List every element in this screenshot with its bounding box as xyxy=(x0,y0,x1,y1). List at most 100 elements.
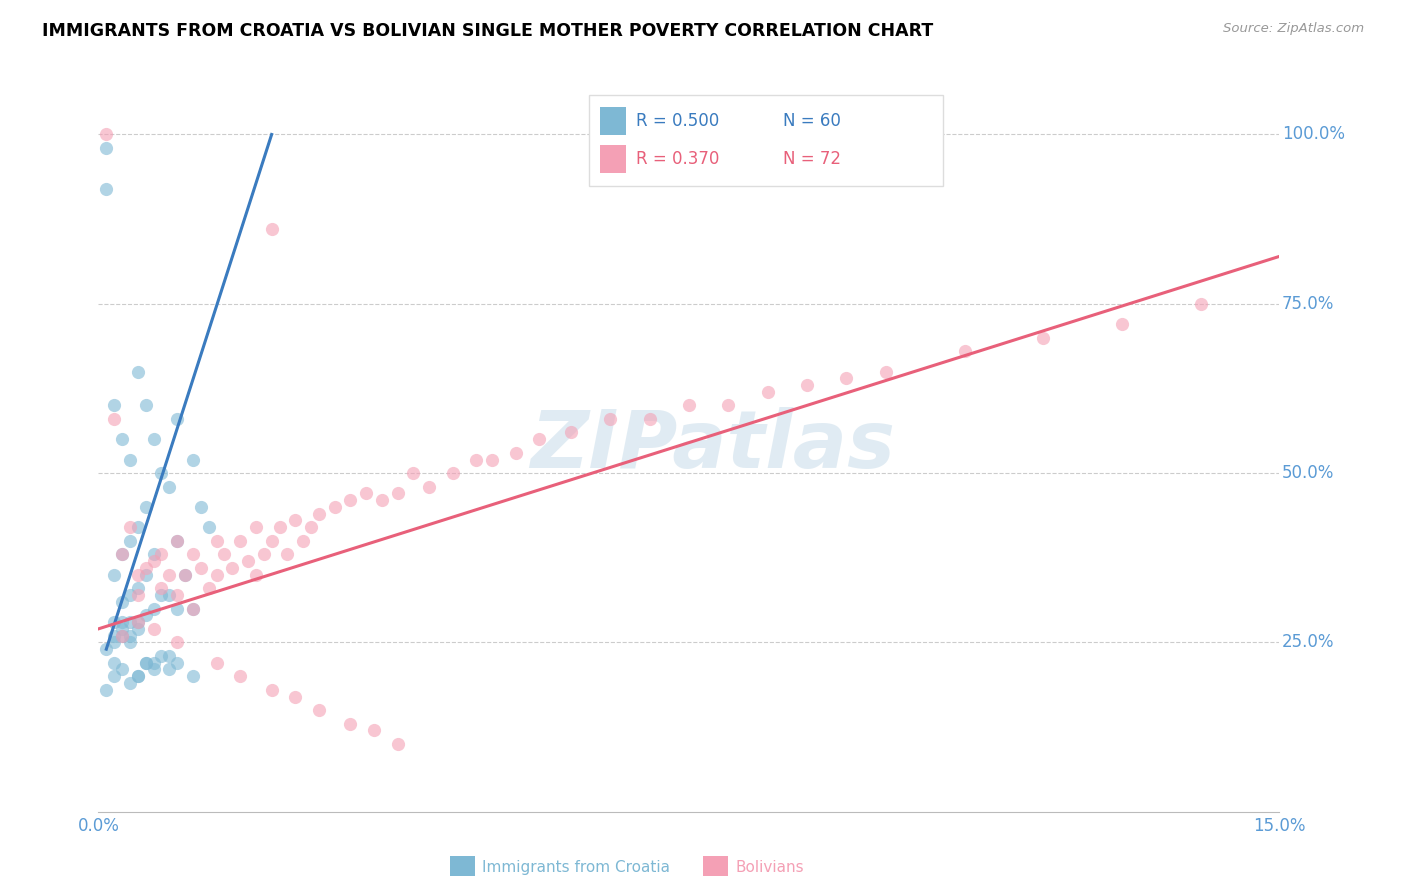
Point xyxy=(135,500,157,514)
Point xyxy=(142,601,165,615)
Point xyxy=(135,656,157,670)
Point xyxy=(96,642,118,657)
Point xyxy=(111,622,134,636)
Point xyxy=(127,567,149,582)
Point xyxy=(103,567,125,582)
Point xyxy=(441,466,464,480)
Point xyxy=(599,412,621,426)
Point xyxy=(354,486,377,500)
Point xyxy=(678,398,700,412)
Point xyxy=(150,648,173,663)
Point xyxy=(118,452,141,467)
Point xyxy=(118,629,141,643)
Point xyxy=(308,703,330,717)
Text: N = 60: N = 60 xyxy=(783,112,841,130)
Point xyxy=(157,588,180,602)
Point xyxy=(205,567,228,582)
Point xyxy=(363,723,385,738)
Point xyxy=(197,581,219,595)
Point xyxy=(111,595,134,609)
Bar xyxy=(600,107,626,136)
Point xyxy=(1111,317,1133,331)
Point xyxy=(756,384,779,399)
Point xyxy=(150,581,173,595)
Point xyxy=(229,669,252,683)
Point xyxy=(174,567,197,582)
Bar xyxy=(600,145,626,173)
Point xyxy=(111,547,134,561)
Point xyxy=(142,656,165,670)
Point xyxy=(127,364,149,378)
Point xyxy=(717,398,740,412)
Point xyxy=(481,452,503,467)
Point xyxy=(181,547,204,561)
Point xyxy=(214,547,236,561)
Point xyxy=(127,622,149,636)
Point xyxy=(103,398,125,412)
Point xyxy=(260,222,283,236)
Point xyxy=(166,533,188,548)
Point xyxy=(371,493,394,508)
Point xyxy=(529,432,551,446)
Point xyxy=(135,567,157,582)
Point xyxy=(387,737,409,751)
Point xyxy=(166,656,188,670)
Point xyxy=(284,514,307,528)
Point xyxy=(118,615,141,629)
Text: IMMIGRANTS FROM CROATIA VS BOLIVIAN SINGLE MOTHER POVERTY CORRELATION CHART: IMMIGRANTS FROM CROATIA VS BOLIVIAN SING… xyxy=(42,22,934,40)
Point xyxy=(339,493,361,508)
Point xyxy=(111,663,134,677)
Point xyxy=(284,690,307,704)
Text: Immigrants from Croatia: Immigrants from Croatia xyxy=(482,860,671,874)
Point xyxy=(103,412,125,426)
Point xyxy=(245,520,267,534)
Point xyxy=(402,466,425,480)
Point xyxy=(103,629,125,643)
Text: R = 0.500: R = 0.500 xyxy=(636,112,718,130)
Point xyxy=(157,663,180,677)
Point xyxy=(135,398,157,412)
Text: R = 0.370: R = 0.370 xyxy=(636,150,718,169)
Point xyxy=(96,682,118,697)
Point xyxy=(205,533,228,548)
Text: ZIPatlas: ZIPatlas xyxy=(530,407,896,485)
Point xyxy=(181,669,204,683)
Point xyxy=(142,554,165,568)
Point xyxy=(269,520,291,534)
Point xyxy=(236,554,259,568)
Point xyxy=(96,181,118,195)
Text: Bolivians: Bolivians xyxy=(735,860,804,874)
Point xyxy=(142,622,165,636)
Point xyxy=(127,520,149,534)
Point xyxy=(190,561,212,575)
Point xyxy=(292,533,315,548)
Point xyxy=(323,500,346,514)
Point xyxy=(96,128,118,142)
Point xyxy=(418,480,440,494)
Point xyxy=(118,635,141,649)
Point xyxy=(560,425,582,440)
Point xyxy=(174,567,197,582)
Point xyxy=(221,561,243,575)
Point xyxy=(387,486,409,500)
Point xyxy=(127,669,149,683)
Point xyxy=(135,656,157,670)
Point xyxy=(308,507,330,521)
Point xyxy=(253,547,276,561)
Point xyxy=(299,520,322,534)
Point xyxy=(135,561,157,575)
Point xyxy=(135,608,157,623)
Point xyxy=(181,601,204,615)
Point xyxy=(339,716,361,731)
Text: 100.0%: 100.0% xyxy=(1282,126,1344,144)
Point xyxy=(142,432,165,446)
Point xyxy=(118,676,141,690)
Point xyxy=(260,533,283,548)
Point xyxy=(157,480,180,494)
Text: 75.0%: 75.0% xyxy=(1282,294,1334,313)
Point xyxy=(96,141,118,155)
Point xyxy=(118,533,141,548)
Text: Source: ZipAtlas.com: Source: ZipAtlas.com xyxy=(1223,22,1364,36)
Point xyxy=(245,567,267,582)
Point xyxy=(1032,331,1054,345)
